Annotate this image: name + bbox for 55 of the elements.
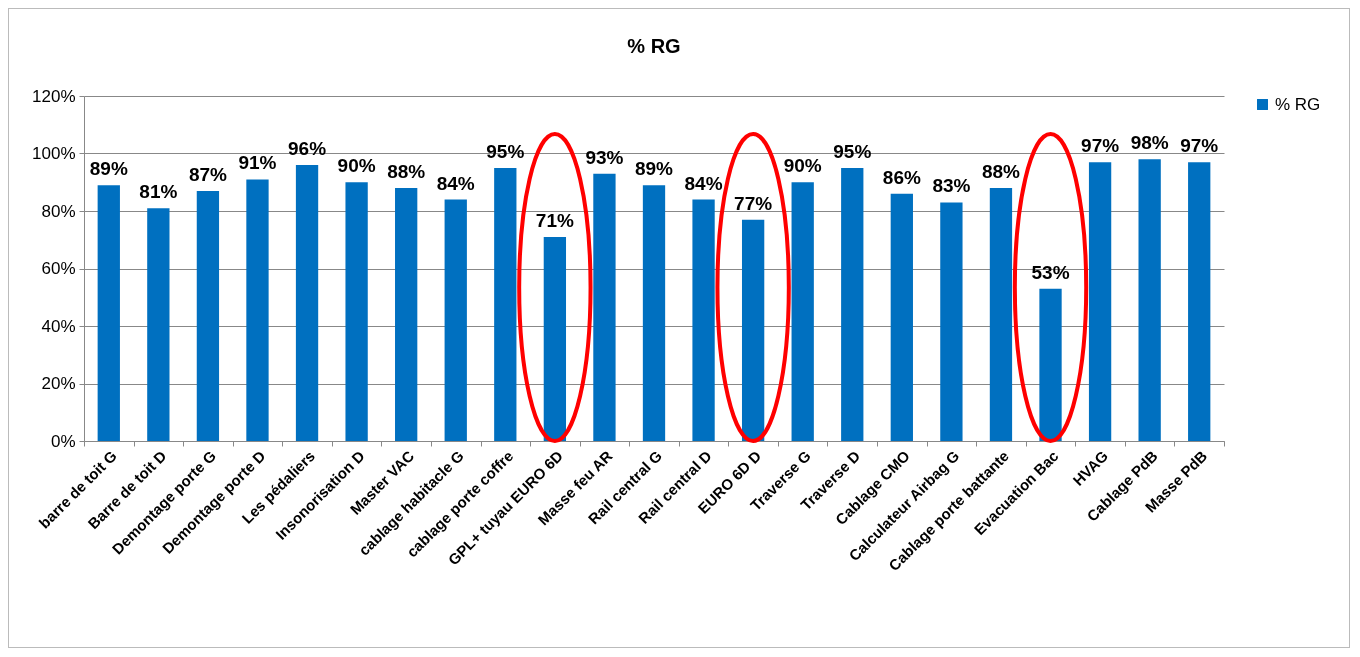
- bar: [890, 193, 913, 441]
- bar: [97, 185, 120, 441]
- bar: [196, 190, 220, 441]
- text: 95%: [833, 140, 872, 162]
- y-tick-label: 0%: [50, 431, 76, 451]
- bar: [444, 199, 467, 441]
- text: 77%: [734, 192, 773, 214]
- text: 86%: [882, 166, 921, 188]
- bar: [593, 173, 616, 441]
- text: 95%: [486, 140, 525, 162]
- bar: [1138, 159, 1161, 441]
- bar: [1088, 162, 1112, 441]
- text: 93%: [585, 146, 624, 168]
- bar: [940, 202, 963, 441]
- bar: [791, 182, 814, 441]
- bar: [741, 219, 765, 441]
- y-tick-label: 100%: [32, 144, 76, 163]
- text: 83%: [932, 175, 971, 197]
- text: 53%: [1031, 261, 1070, 283]
- y-tick-label: 20%: [41, 374, 76, 393]
- bar: [1188, 162, 1211, 441]
- y-tick-label: 60%: [41, 259, 76, 278]
- text: 97%: [1180, 135, 1219, 157]
- y-tick-label: 80%: [41, 201, 76, 221]
- bar: [494, 167, 517, 441]
- y-tick-label: 120%: [32, 86, 76, 106]
- bar: [147, 208, 170, 441]
- bar: [841, 167, 864, 441]
- text: 88%: [387, 161, 426, 182]
- text: 84%: [436, 172, 475, 194]
- text: 71%: [535, 209, 574, 231]
- bar: [395, 188, 418, 441]
- text: 88%: [981, 161, 1020, 182]
- text: 84%: [684, 172, 723, 194]
- text: 87%: [188, 163, 227, 185]
- text: 90%: [337, 155, 376, 177]
- bar: [989, 188, 1013, 441]
- text: 90%: [783, 155, 822, 177]
- text: 97%: [1081, 135, 1120, 157]
- bar: [1039, 288, 1062, 441]
- bar: [295, 165, 319, 441]
- text: 91%: [238, 152, 277, 174]
- text: 89%: [89, 158, 128, 180]
- text: 81%: [139, 181, 178, 203]
- bar: [246, 179, 269, 441]
- bar: [692, 199, 715, 441]
- y-tick-label: 40%: [41, 316, 76, 336]
- text: 98%: [1130, 132, 1169, 154]
- chart-title: % RG: [627, 35, 681, 57]
- legend-label: % RG: [1275, 94, 1321, 114]
- text: 89%: [634, 158, 674, 180]
- text: 96%: [288, 138, 327, 159]
- bar: [543, 236, 567, 441]
- bar: [642, 185, 666, 441]
- bar: [345, 182, 368, 441]
